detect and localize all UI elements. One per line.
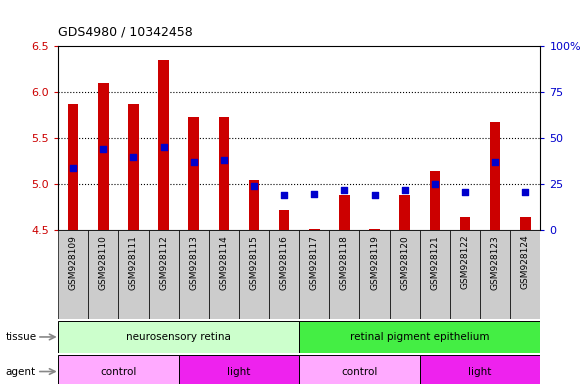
Text: control: control	[341, 366, 378, 377]
Bar	[149, 230, 179, 319]
Bar	[399, 195, 410, 230]
Text: GSM928113: GSM928113	[189, 235, 198, 290]
Text: GSM928112: GSM928112	[159, 235, 168, 290]
Bar	[520, 217, 530, 230]
Bar	[480, 230, 510, 319]
Bar	[179, 355, 299, 384]
Point	[490, 159, 500, 165]
Bar	[249, 180, 259, 230]
Bar	[370, 228, 380, 230]
Bar	[68, 104, 78, 230]
Text: GSM928110: GSM928110	[99, 235, 108, 290]
Bar	[429, 171, 440, 230]
Bar	[450, 230, 480, 319]
Text: GSM928120: GSM928120	[400, 235, 409, 290]
Text: GSM928115: GSM928115	[249, 235, 259, 290]
Text: agent: agent	[6, 366, 36, 377]
Text: light: light	[227, 366, 250, 377]
Point	[189, 159, 198, 165]
Bar	[58, 321, 299, 353]
Point	[219, 157, 228, 164]
Point	[310, 190, 319, 197]
Text: GSM928122: GSM928122	[461, 235, 469, 290]
Text: GSM928117: GSM928117	[310, 235, 319, 290]
Bar	[188, 117, 199, 230]
Bar	[299, 321, 540, 353]
Text: light: light	[468, 366, 492, 377]
Point	[400, 187, 410, 193]
Bar	[269, 230, 299, 319]
Point	[340, 187, 349, 193]
Bar	[329, 230, 360, 319]
Text: GSM928116: GSM928116	[279, 235, 289, 290]
Text: GSM928123: GSM928123	[490, 235, 500, 290]
Text: GSM928119: GSM928119	[370, 235, 379, 290]
Bar	[58, 355, 179, 384]
Text: GSM928118: GSM928118	[340, 235, 349, 290]
Bar	[119, 230, 149, 319]
Bar	[360, 230, 390, 319]
Bar	[209, 230, 239, 319]
Point	[99, 146, 108, 152]
Bar	[158, 60, 169, 230]
Text: tissue: tissue	[6, 332, 37, 342]
Bar	[128, 104, 139, 230]
Bar	[239, 230, 269, 319]
Text: GSM928124: GSM928124	[521, 235, 530, 290]
Bar	[510, 230, 540, 319]
Point	[249, 183, 259, 189]
Bar	[420, 230, 450, 319]
Bar	[420, 355, 540, 384]
Point	[521, 189, 530, 195]
Point	[460, 189, 469, 195]
Bar	[390, 230, 420, 319]
Text: neurosensory retina: neurosensory retina	[126, 332, 231, 342]
Text: GSM928109: GSM928109	[69, 235, 78, 290]
Bar	[88, 230, 119, 319]
Bar	[98, 83, 109, 230]
Text: GDS4980 / 10342458: GDS4980 / 10342458	[58, 25, 193, 38]
Point	[129, 154, 138, 160]
Bar	[58, 230, 88, 319]
Point	[370, 192, 379, 199]
Bar	[339, 195, 350, 230]
Point	[69, 165, 78, 171]
Text: GSM928121: GSM928121	[431, 235, 439, 290]
Bar	[299, 230, 329, 319]
Bar	[279, 210, 289, 230]
Text: control: control	[100, 366, 137, 377]
Bar	[490, 122, 500, 230]
Text: GSM928111: GSM928111	[129, 235, 138, 290]
Bar	[309, 228, 320, 230]
Point	[430, 181, 439, 187]
Point	[159, 144, 168, 151]
Text: retinal pigment epithelium: retinal pigment epithelium	[350, 332, 490, 342]
Bar	[218, 117, 229, 230]
Bar	[460, 217, 470, 230]
Bar	[299, 355, 420, 384]
Text: GSM928114: GSM928114	[220, 235, 228, 290]
Point	[279, 192, 289, 199]
Bar	[179, 230, 209, 319]
